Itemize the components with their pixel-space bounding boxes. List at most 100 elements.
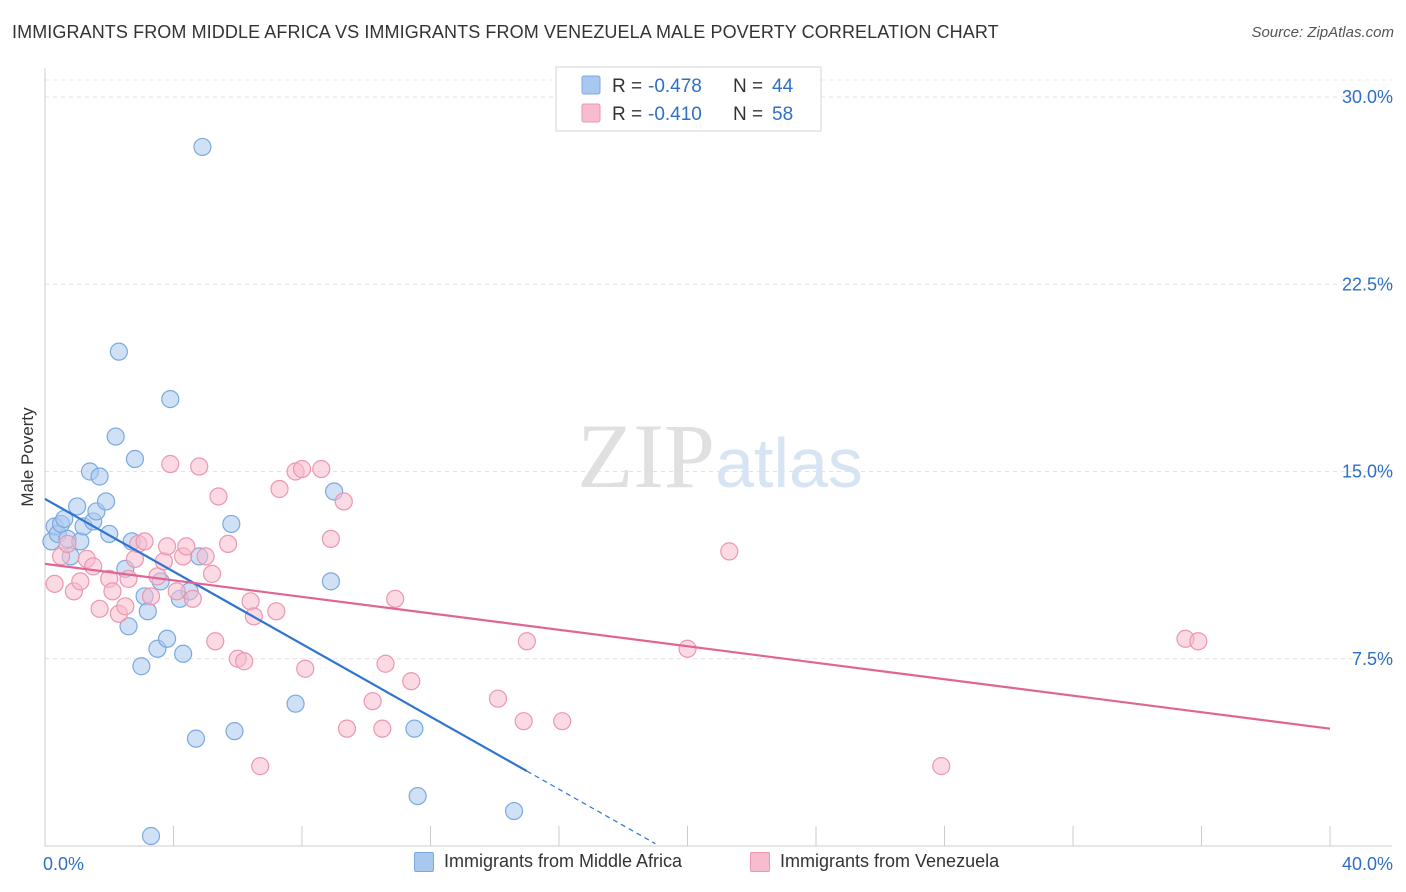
- chart-title: IMMIGRANTS FROM MIDDLE AFRICA VS IMMIGRA…: [12, 22, 999, 42]
- point-middle-africa: [141, 826, 161, 846]
- point-venezuela: [196, 547, 215, 566]
- point-middle-africa: [222, 514, 241, 534]
- legend-label-middle-africa: Immigrants from Middle Africa: [444, 851, 683, 871]
- point-venezuela: [270, 479, 289, 499]
- point-venezuela: [514, 712, 533, 731]
- point-middle-africa: [90, 467, 109, 486]
- point-middle-africa: [96, 492, 116, 511]
- legend-n-value: 44: [772, 76, 794, 97]
- point-venezuela: [720, 542, 739, 561]
- point-middle-africa: [157, 629, 177, 648]
- y-tick-label: 7.5%: [1352, 649, 1393, 669]
- legend-r-label: R =: [612, 76, 642, 97]
- point-venezuela: [402, 672, 421, 691]
- point-venezuela: [363, 692, 382, 711]
- point-venezuela: [206, 632, 225, 651]
- legend-item-venezuela: Immigrants from Venezuela: [750, 851, 999, 872]
- point-venezuela: [157, 537, 177, 556]
- point-middle-africa: [193, 137, 212, 157]
- point-venezuela: [161, 454, 180, 474]
- point-venezuela: [71, 572, 90, 591]
- point-venezuela: [321, 529, 341, 549]
- y-tick-label: 30.0%: [1342, 87, 1393, 107]
- tick-labels: 7.5% 15.0% 22.5% 30.0% 0.0% 40.0%: [43, 87, 1393, 874]
- legend-item-middle-africa: Immigrants from Middle Africa: [414, 851, 682, 872]
- point-venezuela: [84, 557, 103, 576]
- point-middle-africa: [138, 602, 157, 621]
- legend-r-value: -0.478: [648, 76, 702, 97]
- watermark: ZIPatlas: [577, 405, 863, 507]
- point-venezuela: [135, 532, 154, 551]
- point-venezuela: [334, 492, 353, 511]
- watermark-atlas: atlas: [715, 424, 863, 502]
- point-venezuela: [167, 582, 186, 601]
- legend-r-value: -0.410: [648, 104, 702, 125]
- point-venezuela: [116, 597, 135, 616]
- x-tick-label: 0.0%: [43, 854, 84, 874]
- point-middle-africa: [408, 786, 427, 806]
- y-tick-label: 15.0%: [1342, 462, 1393, 482]
- point-venezuela: [58, 534, 77, 554]
- point-venezuela: [296, 659, 315, 678]
- point-venezuela: [386, 589, 405, 608]
- point-middle-africa: [132, 657, 151, 676]
- point-venezuela: [183, 589, 202, 608]
- point-venezuela: [292, 459, 312, 479]
- legend-n-value: 58: [772, 104, 793, 125]
- point-venezuela: [45, 574, 64, 593]
- point-venezuela: [1189, 632, 1208, 651]
- point-venezuela: [267, 602, 286, 621]
- point-venezuela: [312, 459, 331, 479]
- legend-swatch-pink: [581, 103, 601, 123]
- point-venezuela: [177, 537, 196, 556]
- point-middle-africa: [405, 719, 424, 738]
- watermark-zip: ZIP: [577, 405, 715, 507]
- point-middle-africa: [109, 342, 128, 361]
- point-venezuela: [219, 534, 238, 554]
- source-label: Source: ZipAtlas.com: [1251, 24, 1394, 41]
- point-middle-africa: [161, 389, 180, 409]
- data-points: [42, 137, 1208, 846]
- trend-line-venezuela: [44, 562, 1331, 730]
- point-venezuela: [209, 487, 228, 506]
- point-venezuela: [517, 632, 536, 651]
- point-venezuela: [932, 757, 951, 776]
- legend-box: R = -0.478 N = 44 R = -0.410 N = 58: [555, 66, 822, 132]
- point-venezuela: [376, 654, 395, 673]
- legend-n-label: N =: [733, 104, 763, 125]
- point-venezuela: [103, 582, 122, 601]
- point-venezuela: [488, 689, 508, 708]
- legend-n-label: N =: [733, 76, 763, 97]
- bottom-legend: Immigrants from Middle Africa Immigrants…: [0, 851, 1406, 877]
- x-tick-label: 40.0%: [1342, 854, 1393, 874]
- y-tick-label: 22.5%: [1342, 274, 1393, 294]
- legend-swatch-pink: [750, 851, 770, 872]
- legend-swatch-blue: [414, 851, 434, 872]
- point-middle-africa: [119, 617, 138, 636]
- point-venezuela: [235, 652, 254, 671]
- point-middle-africa: [174, 644, 193, 663]
- point-middle-africa: [125, 449, 145, 469]
- point-middle-africa: [225, 722, 244, 741]
- point-middle-africa: [504, 801, 524, 821]
- point-venezuela: [241, 592, 260, 611]
- legend-swatch-blue: [581, 75, 601, 95]
- point-venezuela: [553, 712, 572, 731]
- point-venezuela: [90, 599, 109, 618]
- point-venezuela: [141, 587, 161, 606]
- legend-r-label: R =: [612, 104, 642, 125]
- trend-line-middle-africa: [44, 498, 528, 773]
- point-middle-africa: [68, 497, 87, 516]
- point-venezuela: [337, 719, 357, 738]
- point-middle-africa: [186, 729, 206, 748]
- point-middle-africa: [106, 427, 125, 446]
- point-venezuela: [678, 639, 697, 658]
- point-middle-africa: [286, 694, 305, 713]
- point-venezuela: [190, 457, 209, 476]
- point-venezuela: [373, 719, 392, 738]
- axes: [44, 68, 1392, 847]
- trend-line-extension: [526, 770, 656, 845]
- trend-lines: [44, 498, 1331, 845]
- grid-lines: [45, 79, 1392, 660]
